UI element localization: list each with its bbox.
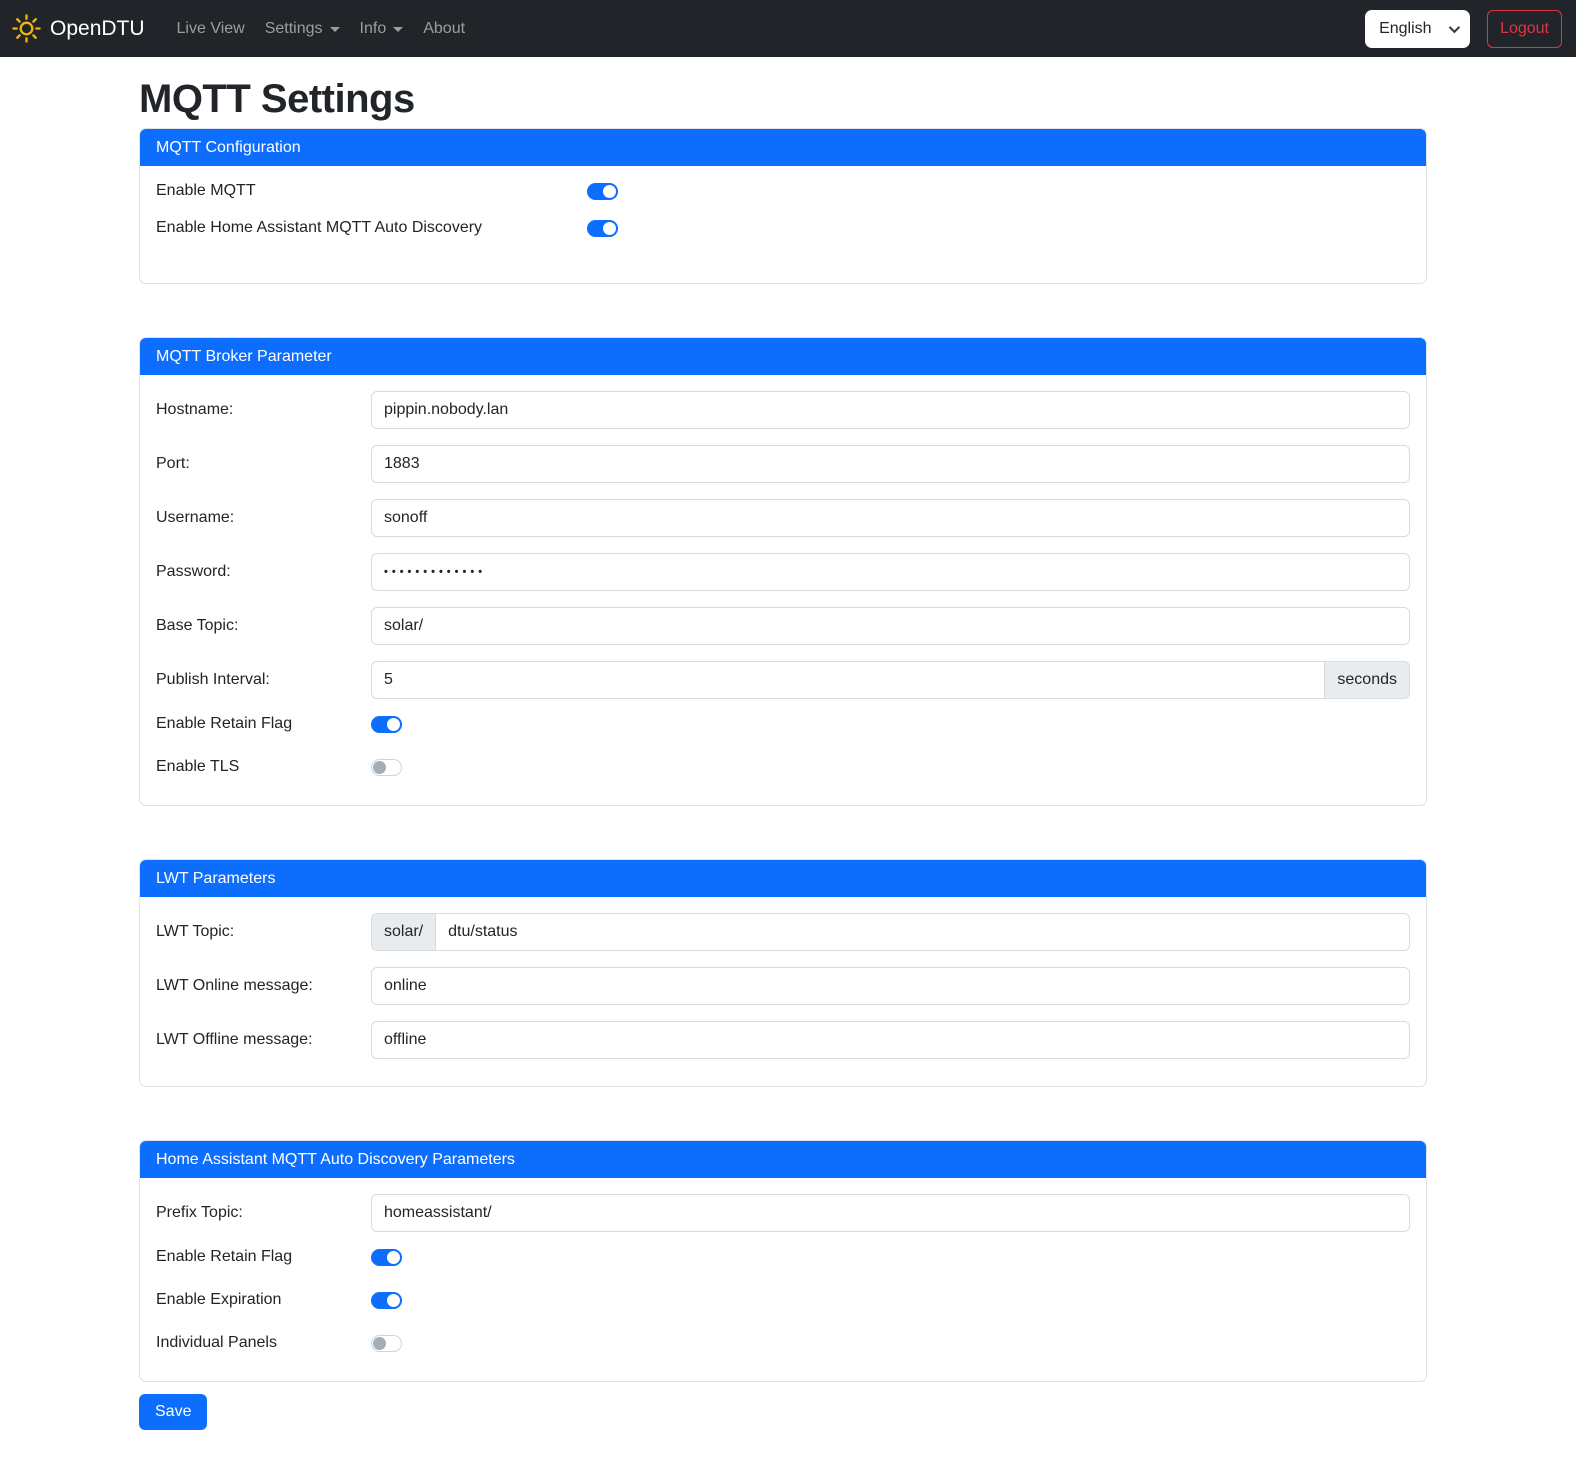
nav-item-label: Info [359, 19, 387, 37]
individual-panels-label: Individual Panels [156, 1334, 277, 1351]
lwt-topic-input[interactable] [435, 913, 1410, 951]
lwt-topic-prefix-addon: solar/ [371, 913, 436, 951]
enable-tls-toggle[interactable] [371, 758, 402, 776]
base-topic-row: Base Topic: [156, 607, 1410, 645]
enable-mqtt-toggle[interactable] [587, 182, 618, 200]
enable-retain-flag-row: Enable Retain Flag [156, 715, 1410, 733]
nav-item-label: Settings [264, 19, 323, 37]
card-header: LWT Parameters [140, 860, 1426, 897]
individual-panels-toggle[interactable] [371, 1334, 402, 1352]
enable-tls-row: Enable TLS [156, 758, 1410, 776]
nav-item-info[interactable]: Info [350, 12, 414, 46]
chevron-down-icon [393, 27, 404, 32]
card-header: MQTT Configuration [140, 129, 1426, 166]
top-navbar: OpenDTU Live View Settings Info About En… [0, 0, 1576, 57]
ha-enable-retain-flag-row: Enable Retain Flag [156, 1248, 1410, 1266]
enable-tls-label: Enable TLS [156, 758, 240, 775]
prefix-topic-row: Prefix Topic: [156, 1194, 1410, 1232]
publish-interval-row: Publish Interval: seconds [156, 661, 1410, 699]
lwt-online-row: LWT Online message: [156, 967, 1410, 1005]
chevron-down-icon [329, 27, 340, 32]
nav-item-label: Live View [176, 19, 245, 37]
individual-panels-row: Individual Panels [156, 1334, 1410, 1352]
sun-icon [12, 14, 41, 43]
card-header: MQTT Broker Parameter [140, 338, 1426, 375]
enable-expiration-row: Enable Expiration [156, 1291, 1410, 1309]
enable-mqtt-row: Enable MQTT [156, 182, 1410, 200]
password-label: Password: [156, 563, 231, 580]
prefix-topic-input[interactable] [371, 1194, 1410, 1232]
ha-enable-retain-flag-toggle[interactable] [371, 1248, 402, 1266]
lwt-online-input[interactable] [371, 967, 1410, 1005]
enable-retain-flag-label: Enable Retain Flag [156, 715, 293, 732]
nav-item-settings[interactable]: Settings [255, 12, 350, 46]
logout-button[interactable]: Logout [1487, 9, 1562, 48]
card-body: Enable MQTT Enable Home Assistant MQTT A… [140, 166, 1426, 283]
username-row: Username: [156, 499, 1410, 537]
page-title: MQTT Settings [139, 77, 415, 121]
brand-logo[interactable]: OpenDTU [12, 14, 145, 43]
port-label: Port: [156, 455, 190, 472]
publish-interval-label: Publish Interval: [156, 671, 270, 688]
navbar-right: English Logout [1365, 9, 1562, 48]
nav-links: Live View Settings Info About [167, 12, 476, 46]
nav-item-about[interactable]: About [413, 12, 475, 46]
lwt-topic-row: LWT Topic: solar/ [156, 913, 1410, 951]
language-selected-value: English [1379, 19, 1432, 37]
lwt-online-label: LWT Online message: [156, 977, 313, 994]
chevron-down-icon [1448, 21, 1461, 33]
lwt-offline-label: LWT Offline message: [156, 1031, 313, 1048]
seconds-addon: seconds [1325, 661, 1410, 699]
page-container: MQTT Settings MQTT Configuration Enable … [139, 77, 1427, 1430]
enable-retain-flag-toggle[interactable] [371, 715, 402, 733]
enable-ha-discovery-row: Enable Home Assistant MQTT Auto Discover… [156, 219, 1410, 237]
nav-item-live-view[interactable]: Live View [167, 12, 255, 46]
card-body: Hostname: Port: Username: Password: Base… [140, 375, 1426, 805]
hostname-row: Hostname: [156, 391, 1410, 429]
enable-ha-discovery-label: Enable Home Assistant MQTT Auto Discover… [156, 219, 483, 236]
base-topic-input[interactable] [371, 607, 1410, 645]
card-body: Prefix Topic: Enable Retain Flag Enable … [140, 1178, 1426, 1381]
hostname-label: Hostname: [156, 401, 234, 418]
lwt-topic-group: solar/ [371, 913, 1410, 951]
nav-item-label: About [423, 19, 466, 37]
ha-discovery-parameters-card: Home Assistant MQTT Auto Discovery Param… [139, 1140, 1427, 1382]
lwt-offline-row: LWT Offline message: [156, 1021, 1410, 1059]
lwt-parameters-card: LWT Parameters LWT Topic: solar/ LWT Onl… [139, 859, 1427, 1087]
ha-enable-retain-flag-label: Enable Retain Flag [156, 1248, 293, 1265]
username-label: Username: [156, 509, 235, 526]
prefix-topic-label: Prefix Topic: [156, 1204, 243, 1221]
port-input[interactable] [371, 445, 1410, 483]
lwt-offline-input[interactable] [371, 1021, 1410, 1059]
mqtt-broker-parameter-card: MQTT Broker Parameter Hostname: Port: Us… [139, 337, 1427, 806]
publish-interval-input[interactable] [371, 661, 1326, 699]
brand-name: OpenDTU [50, 16, 145, 40]
password-input[interactable] [371, 553, 1410, 591]
mqtt-configuration-card: MQTT Configuration Enable MQTT Enable Ho… [139, 128, 1427, 284]
card-body: LWT Topic: solar/ LWT Online message: LW… [140, 897, 1426, 1086]
enable-ha-discovery-toggle[interactable] [587, 219, 618, 237]
lwt-topic-label: LWT Topic: [156, 923, 235, 940]
enable-mqtt-label: Enable MQTT [156, 182, 256, 199]
password-row: Password: [156, 553, 1410, 591]
username-input[interactable] [371, 499, 1410, 537]
publish-interval-group: seconds [371, 661, 1410, 699]
enable-expiration-label: Enable Expiration [156, 1291, 282, 1308]
language-select[interactable]: English [1365, 9, 1471, 48]
port-row: Port: [156, 445, 1410, 483]
card-header: Home Assistant MQTT Auto Discovery Param… [140, 1141, 1426, 1178]
enable-expiration-toggle[interactable] [371, 1291, 402, 1309]
hostname-input[interactable] [371, 391, 1410, 429]
save-button[interactable]: Save [139, 1394, 208, 1430]
base-topic-label: Base Topic: [156, 617, 239, 634]
